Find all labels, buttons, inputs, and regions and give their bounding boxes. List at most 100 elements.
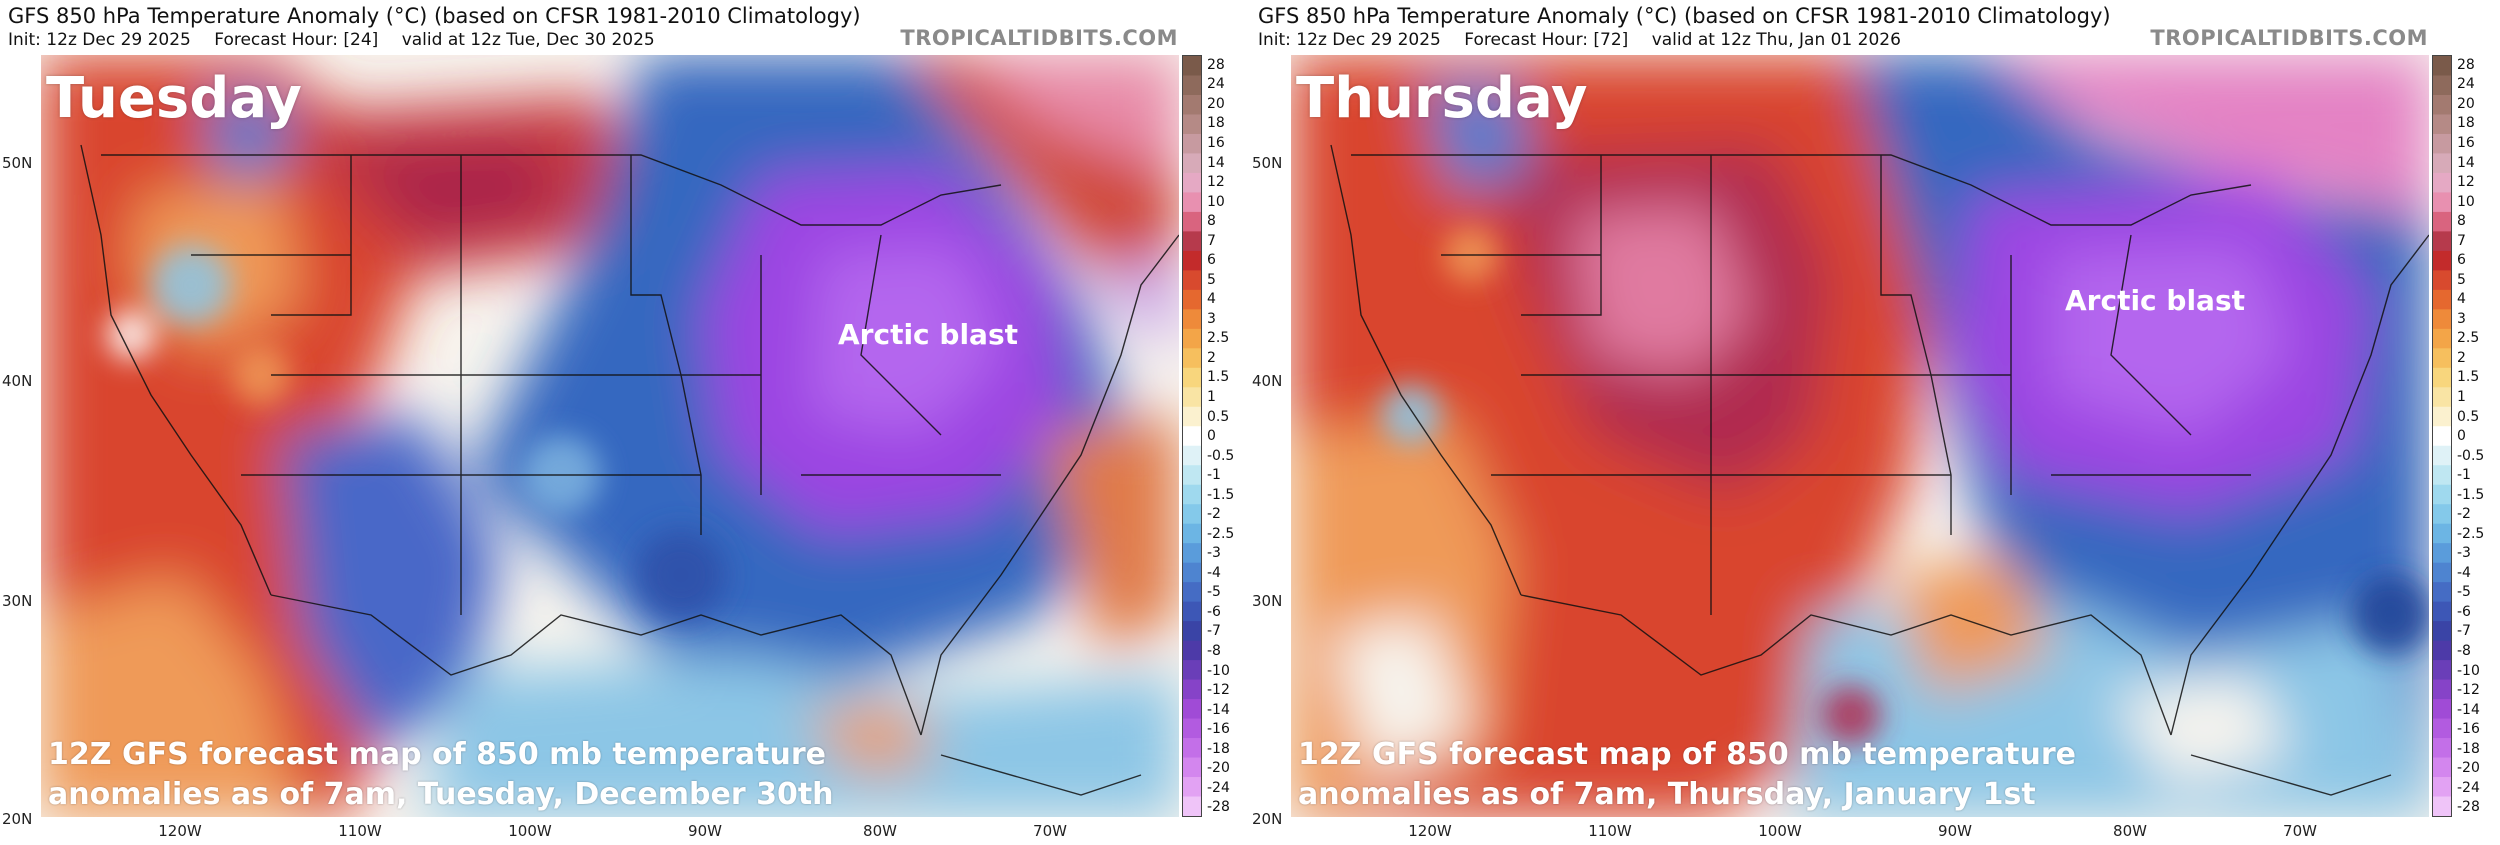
colorbar-swatch xyxy=(1183,270,1201,291)
colorbar-swatch xyxy=(1183,309,1201,330)
colorbar-swatch xyxy=(2433,211,2451,232)
colorbar-tick-label: -4 xyxy=(1207,564,1221,581)
colorbar-tick-label: 4 xyxy=(1207,291,1216,308)
colorbar-swatch xyxy=(1183,133,1201,154)
colorbar-tick-label: -3 xyxy=(2457,545,2471,562)
colorbar-swatch xyxy=(2433,621,2451,642)
colorbar-swatch xyxy=(1183,562,1201,583)
anomaly-map xyxy=(41,55,1179,817)
lat-label-50n: 50N xyxy=(2,154,33,172)
map-panel-thursday: GFS 850 hPa Temperature Anomaly (°C) (ba… xyxy=(1250,0,2500,845)
caption-line-1: 12Z GFS forecast map of 850 mb temperatu… xyxy=(48,737,827,772)
colorbar-tick-label: -8 xyxy=(1207,642,1221,659)
colorbar-tick-label: -7 xyxy=(1207,623,1221,640)
colorbar-tick-label: -7 xyxy=(2457,623,2471,640)
valid-time: valid at 12z Tue, Dec 30 2025 xyxy=(401,30,655,50)
map-title: GFS 850 hPa Temperature Anomaly (°C) (ba… xyxy=(1258,4,2111,28)
colorbar-tick-label: -1.5 xyxy=(1207,486,1235,503)
colorbar-tick-label: 0.5 xyxy=(2457,408,2480,425)
colorbar-tick-label: 8 xyxy=(1207,213,1216,230)
colorbar-swatch xyxy=(2433,640,2451,661)
colorbar-swatch xyxy=(2433,56,2451,76)
colorbar-tick-label: 8 xyxy=(2457,213,2466,230)
colorbar-tick-label: 5 xyxy=(1207,271,1216,288)
lon-label-120w: 120W xyxy=(1408,822,1452,840)
colorbar-tick-label: 4 xyxy=(2457,291,2466,308)
map-subtitle: Init: 12z Dec 29 2025 Forecast Hour: [72… xyxy=(1258,30,1919,50)
colorbar-swatch xyxy=(2433,796,2451,816)
colorbar-tick-label: -3 xyxy=(1207,545,1221,562)
colorbar-swatch xyxy=(1183,796,1201,816)
day-label: Tuesday xyxy=(46,66,302,131)
colorbar-swatch xyxy=(1183,679,1201,700)
lat-label-40n: 40N xyxy=(1252,372,1283,390)
colorbar-tick-label: 2.5 xyxy=(1207,330,1230,347)
lat-label-40n: 40N xyxy=(2,372,33,390)
colorbar-swatch xyxy=(1183,367,1201,388)
arctic-blast-annotation: Arctic blast xyxy=(838,318,1018,351)
colorbar-swatch xyxy=(1183,543,1201,564)
colorbar-swatch xyxy=(1183,348,1201,369)
colorbar-swatch xyxy=(2433,250,2451,271)
colorbar-swatch xyxy=(1183,94,1201,115)
colorbar-swatch xyxy=(1183,153,1201,174)
colorbar-swatch xyxy=(2433,406,2451,427)
colorbar-tick-label: 20 xyxy=(1207,95,1225,112)
colorbar-tick-label: 24 xyxy=(2457,76,2475,93)
colorbar-tick-label: 12 xyxy=(1207,174,1225,190)
anomaly-map xyxy=(1291,55,2429,817)
lon-label-120w: 120W xyxy=(158,822,202,840)
colorbar-tick-label: 7 xyxy=(1207,232,1216,249)
map-title: GFS 850 hPa Temperature Anomaly (°C) (ba… xyxy=(8,4,861,28)
colorbar-swatch xyxy=(1183,192,1201,213)
colorbar-swatch xyxy=(2433,367,2451,388)
colorbar-tick-label: -2.5 xyxy=(2457,525,2485,542)
colorbar-swatch xyxy=(2433,660,2451,681)
colorbar-tick-label: -14 xyxy=(1207,701,1230,718)
colorbar-tick-label: -5 xyxy=(2457,584,2471,601)
colorbar-swatch xyxy=(1183,231,1201,252)
colorbar-swatch xyxy=(1183,757,1201,778)
colorbar-tick-label: -5 xyxy=(1207,584,1221,601)
valid-time: valid at 12z Thu, Jan 01 2026 xyxy=(1651,30,1901,50)
colorbar-swatch xyxy=(2433,231,2451,252)
colorbar-swatch xyxy=(2433,75,2451,96)
colorbar-swatch xyxy=(1183,75,1201,96)
colorbar-swatch xyxy=(2433,679,2451,700)
colorbar-tick-label: 2 xyxy=(2457,349,2466,366)
colorbar-tick-label: -8 xyxy=(2457,642,2471,659)
colorbar-tick-label: 0 xyxy=(2457,428,2466,444)
colorbar-swatch xyxy=(1183,484,1201,505)
colorbar-tick-label: 0.5 xyxy=(1207,408,1230,425)
colorbar-tick-label: 16 xyxy=(1207,134,1225,151)
map-caption: 12Z GFS forecast map of 850 mb temperatu… xyxy=(1298,735,2076,815)
colorbar-swatch xyxy=(1183,699,1201,720)
lat-label-20n: 20N xyxy=(1252,810,1283,828)
colorbar-swatch xyxy=(1183,601,1201,622)
map-subtitle: Init: 12z Dec 29 2025 Forecast Hour: [24… xyxy=(8,30,673,50)
colorbar-tick-label: 2 xyxy=(1207,349,1216,366)
colorbar-swatch xyxy=(1183,328,1201,349)
colorbar-swatch xyxy=(1183,640,1201,661)
colorbar-tick-label: -12 xyxy=(1207,682,1230,698)
lon-label-110w: 110W xyxy=(338,822,382,840)
colorbar-tick-label: 18 xyxy=(2457,115,2475,132)
colorbar-swatch xyxy=(2433,738,2451,759)
colorbar-swatch xyxy=(1183,718,1201,739)
colorbar-tick-label: -12 xyxy=(2457,682,2480,698)
colorbar-tick-label: 10 xyxy=(1207,193,1225,210)
colorbar-swatch xyxy=(2433,543,2451,564)
colorbar-tick-label: 2.5 xyxy=(2457,330,2480,347)
colorbar-swatch xyxy=(1183,114,1201,135)
colorbar-swatch xyxy=(1183,504,1201,525)
colorbar-swatch xyxy=(1183,465,1201,486)
colorbar-swatch xyxy=(1183,445,1201,466)
colorbar-swatch xyxy=(1183,56,1201,76)
colorbar-tick-label: -1 xyxy=(2457,467,2471,484)
map-caption: 12Z GFS forecast map of 850 mb temperatu… xyxy=(48,735,834,815)
arctic-blast-annotation: Arctic blast xyxy=(2065,284,2245,317)
colorbar-labels: 28 24 20 18 16 14 12 10 8 7 6 5 4 3 2.5 2 1.5 1 0.5 0 -0.5 -1… xyxy=(1207,55,1247,817)
colorbar-swatch xyxy=(2433,562,2451,583)
colorbar-swatch xyxy=(1183,582,1201,603)
colorbar-swatch xyxy=(1183,738,1201,759)
